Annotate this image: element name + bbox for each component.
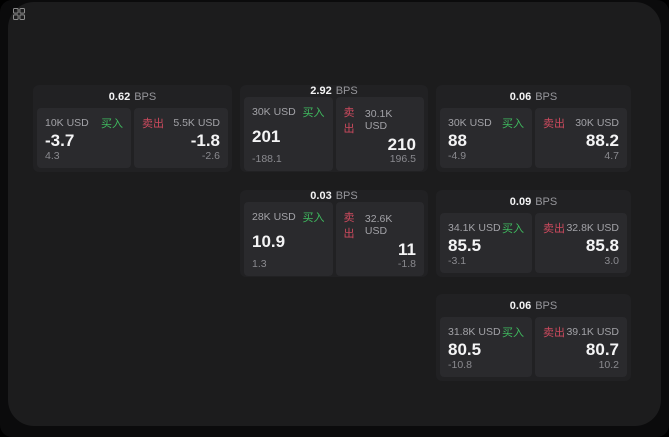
sell-notional: 32.6K USD bbox=[365, 213, 416, 237]
sell-change: 3.0 bbox=[543, 255, 619, 267]
buy-change: -3.1 bbox=[448, 255, 524, 267]
card-header: 0.03 BPS bbox=[240, 190, 428, 202]
buy-label: 买入 bbox=[502, 220, 524, 236]
quote-card: 0.62 BPS 10K USD 买入 -3.7 4.3 卖出 5.5K USD… bbox=[33, 85, 232, 172]
buy-notional: 28K USD bbox=[252, 211, 296, 223]
buy-price: 85.5 bbox=[448, 237, 524, 254]
bps-value: 2.92 bbox=[310, 85, 331, 97]
card-header: 0.09 BPS bbox=[436, 190, 631, 213]
sell-notional: 32.8K USD bbox=[566, 222, 619, 234]
sell-change: -2.6 bbox=[142, 150, 220, 162]
app-window: 0.62 BPS 10K USD 买入 -3.7 4.3 卖出 5.5K USD… bbox=[0, 0, 669, 437]
buy-notional: 10K USD bbox=[45, 117, 89, 129]
sell-label: 卖出 bbox=[543, 115, 565, 131]
sell-tile[interactable]: 卖出 32.6K USD 11 -1.8 bbox=[336, 202, 425, 276]
buy-tile[interactable]: 31.8K USD 买入 80.5 -10.8 bbox=[440, 317, 532, 377]
sell-label: 卖出 bbox=[344, 209, 365, 241]
card-header: 0.06 BPS bbox=[436, 85, 631, 108]
buy-label: 买入 bbox=[101, 115, 123, 131]
bps-unit: BPS bbox=[535, 196, 557, 208]
quote-card: 0.03 BPS 28K USD 买入 10.9 1.3 卖出 32.6K US… bbox=[240, 190, 428, 277]
buy-price: 10.9 bbox=[252, 233, 325, 250]
sell-change: 4.7 bbox=[543, 150, 619, 162]
sell-change: -1.8 bbox=[344, 258, 417, 270]
buy-change: -10.8 bbox=[448, 359, 524, 371]
sell-price: 80.7 bbox=[543, 341, 619, 358]
sell-change: 196.5 bbox=[344, 153, 417, 165]
bps-unit: BPS bbox=[134, 91, 156, 103]
sell-label: 卖出 bbox=[543, 220, 565, 236]
bps-unit: BPS bbox=[535, 300, 557, 312]
buy-change: 4.3 bbox=[45, 150, 123, 162]
sell-notional: 30.1K USD bbox=[365, 108, 416, 132]
buy-price: 201 bbox=[252, 128, 325, 145]
buy-label: 买入 bbox=[502, 324, 524, 340]
buy-price: 80.5 bbox=[448, 341, 524, 358]
buy-notional: 34.1K USD bbox=[448, 222, 501, 234]
apps-grid-icon[interactable] bbox=[13, 8, 25, 20]
buy-label: 买入 bbox=[303, 209, 325, 225]
buy-change: 1.3 bbox=[252, 258, 325, 270]
buy-price: -3.7 bbox=[45, 132, 123, 149]
card-header: 2.92 BPS bbox=[240, 85, 428, 97]
buy-tile[interactable]: 30K USD 买入 88 -4.9 bbox=[440, 108, 532, 168]
bps-value: 0.09 bbox=[510, 196, 531, 208]
buy-tile[interactable]: 34.1K USD 买入 85.5 -3.1 bbox=[440, 213, 532, 273]
buy-label: 买入 bbox=[303, 104, 325, 120]
buy-change: -188.1 bbox=[252, 153, 325, 165]
sell-price: -1.8 bbox=[142, 132, 220, 149]
bps-unit: BPS bbox=[336, 190, 358, 202]
quote-card: 0.06 BPS 31.8K USD 买入 80.5 -10.8 卖出 39.1… bbox=[436, 294, 631, 381]
sell-tile[interactable]: 卖出 32.8K USD 85.8 3.0 bbox=[535, 213, 627, 273]
quote-card: 0.06 BPS 30K USD 买入 88 -4.9 卖出 30K USD 8… bbox=[436, 85, 631, 172]
bps-value: 0.06 bbox=[510, 91, 531, 103]
buy-label: 买入 bbox=[502, 115, 524, 131]
sell-price: 85.8 bbox=[543, 237, 619, 254]
quote-card: 2.92 BPS 30K USD 买入 201 -188.1 卖出 30.1K … bbox=[240, 85, 428, 172]
quote-card: 0.09 BPS 34.1K USD 买入 85.5 -3.1 卖出 32.8K… bbox=[436, 190, 631, 277]
sell-price: 210 bbox=[344, 136, 417, 153]
sell-label: 卖出 bbox=[142, 115, 164, 131]
buy-tile[interactable]: 10K USD 买入 -3.7 4.3 bbox=[37, 108, 131, 168]
sell-tile[interactable]: 卖出 30.1K USD 210 196.5 bbox=[336, 97, 425, 171]
sell-notional: 39.1K USD bbox=[566, 326, 619, 338]
bps-value: 0.03 bbox=[310, 190, 331, 202]
bps-unit: BPS bbox=[336, 85, 358, 97]
buy-tile[interactable]: 28K USD 买入 10.9 1.3 bbox=[244, 202, 333, 276]
sell-tile[interactable]: 卖出 30K USD 88.2 4.7 bbox=[535, 108, 627, 168]
sell-label: 卖出 bbox=[344, 104, 365, 136]
sell-price: 88.2 bbox=[543, 132, 619, 149]
sell-price: 11 bbox=[344, 241, 417, 258]
buy-tile[interactable]: 30K USD 买入 201 -188.1 bbox=[244, 97, 333, 171]
buy-notional: 30K USD bbox=[448, 117, 492, 129]
sell-notional: 30K USD bbox=[575, 117, 619, 129]
card-header: 0.62 BPS bbox=[33, 85, 232, 108]
sell-tile[interactable]: 卖出 39.1K USD 80.7 10.2 bbox=[535, 317, 627, 377]
card-header: 0.06 BPS bbox=[436, 294, 631, 317]
sell-label: 卖出 bbox=[543, 324, 565, 340]
bps-value: 0.62 bbox=[109, 91, 130, 103]
buy-notional: 30K USD bbox=[252, 106, 296, 118]
sell-tile[interactable]: 卖出 5.5K USD -1.8 -2.6 bbox=[134, 108, 228, 168]
sell-change: 10.2 bbox=[543, 359, 619, 371]
buy-notional: 31.8K USD bbox=[448, 326, 501, 338]
bps-value: 0.06 bbox=[510, 300, 531, 312]
bps-unit: BPS bbox=[535, 91, 557, 103]
buy-price: 88 bbox=[448, 132, 524, 149]
buy-change: -4.9 bbox=[448, 150, 524, 162]
sell-notional: 5.5K USD bbox=[173, 117, 220, 129]
